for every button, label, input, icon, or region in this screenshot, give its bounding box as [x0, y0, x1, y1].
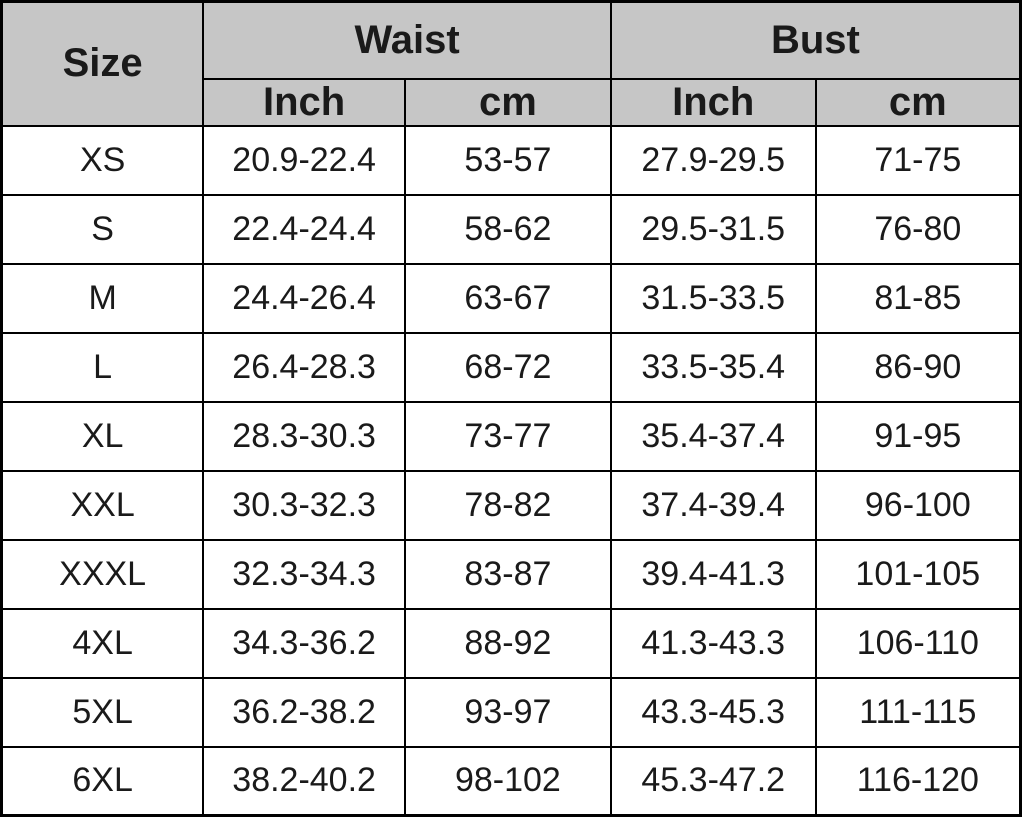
table-row-6xl: 6XL 38.2-40.2 98-102 45.3-47.2 116-120 [0, 745, 1022, 817]
size-cell: XXL [0, 469, 205, 541]
waist-cm-cell: 63-67 [404, 262, 612, 334]
size-cell: 6XL [0, 745, 205, 817]
header-sub-row: Inch cm Inch cm [2, 77, 1022, 127]
waist-inch-cell: 32.3-34.3 [202, 538, 406, 610]
size-cell: XS [0, 124, 205, 196]
waist-cm-cell: 88-92 [404, 607, 612, 679]
waist-inch-cell: 26.4-28.3 [202, 331, 406, 403]
table-row-xxl: XXL 30.3-32.3 78-82 37.4-39.4 96-100 [0, 469, 1022, 541]
bust-cm-cell: 71-75 [814, 124, 1022, 196]
bust-inch-cell: 45.3-47.2 [609, 745, 817, 817]
header-waist-inch: Inch [202, 77, 406, 127]
waist-inch-cell: 34.3-36.2 [202, 607, 406, 679]
header-waist-cm: cm [404, 77, 612, 127]
size-cell: M [0, 262, 205, 334]
header-bust-inch: Inch [609, 77, 817, 127]
bust-inch-cell: 29.5-31.5 [609, 193, 817, 265]
bust-cm-cell: 106-110 [814, 607, 1022, 679]
header-size: Size [0, 0, 205, 127]
size-cell: L [0, 331, 205, 403]
table-row-l: L 26.4-28.3 68-72 33.5-35.4 86-90 [0, 331, 1022, 403]
table-row-m: M 24.4-26.4 63-67 31.5-33.5 81-85 [0, 262, 1022, 334]
size-cell: 5XL [0, 676, 205, 748]
table-row-5xl: 5XL 36.2-38.2 93-97 43.3-45.3 111-115 [0, 676, 1022, 748]
header-group-waist: Waist [202, 0, 612, 80]
table-row-xs: XS 20.9-22.4 53-57 27.9-29.5 71-75 [0, 124, 1022, 196]
bust-inch-cell: 35.4-37.4 [609, 400, 817, 472]
header-group-row: Size Waist Bust [0, 0, 1022, 127]
table-row-xl: XL 28.3-30.3 73-77 35.4-37.4 91-95 [0, 400, 1022, 472]
waist-cm-cell: 78-82 [404, 469, 612, 541]
bust-cm-cell: 86-90 [814, 331, 1022, 403]
size-cell: XL [0, 400, 205, 472]
bust-cm-cell: 91-95 [814, 400, 1022, 472]
waist-cm-cell: 93-97 [404, 676, 612, 748]
waist-inch-cell: 38.2-40.2 [202, 745, 406, 817]
waist-inch-cell: 30.3-32.3 [202, 469, 406, 541]
bust-inch-cell: 41.3-43.3 [609, 607, 817, 679]
bust-inch-cell: 39.4-41.3 [609, 538, 817, 610]
header-group-bust: Bust [609, 0, 1022, 80]
bust-cm-cell: 116-120 [814, 745, 1022, 817]
waist-cm-cell: 73-77 [404, 400, 612, 472]
table-row-xxxl: XXXL 32.3-34.3 83-87 39.4-41.3 101-105 [0, 538, 1022, 610]
bust-cm-cell: 111-115 [814, 676, 1022, 748]
bust-cm-cell: 81-85 [814, 262, 1022, 334]
waist-inch-cell: 36.2-38.2 [202, 676, 406, 748]
waist-cm-cell: 58-62 [404, 193, 612, 265]
header-bust-cm: cm [814, 77, 1022, 127]
waist-inch-cell: 20.9-22.4 [202, 124, 406, 196]
size-cell: 4XL [0, 607, 205, 679]
waist-cm-cell: 53-57 [404, 124, 612, 196]
size-cell: XXXL [0, 538, 205, 610]
bust-inch-cell: 31.5-33.5 [609, 262, 817, 334]
table-row-s: S 22.4-24.4 58-62 29.5-31.5 76-80 [0, 193, 1022, 265]
waist-cm-cell: 83-87 [404, 538, 612, 610]
bust-inch-cell: 43.3-45.3 [609, 676, 817, 748]
size-cell: S [0, 193, 205, 265]
bust-cm-cell: 101-105 [814, 538, 1022, 610]
bust-cm-cell: 96-100 [814, 469, 1022, 541]
bust-inch-cell: 37.4-39.4 [609, 469, 817, 541]
bust-inch-cell: 33.5-35.4 [609, 331, 817, 403]
bust-inch-cell: 27.9-29.5 [609, 124, 817, 196]
waist-inch-cell: 22.4-24.4 [202, 193, 406, 265]
bust-cm-cell: 76-80 [814, 193, 1022, 265]
waist-cm-cell: 68-72 [404, 331, 612, 403]
waist-inch-cell: 24.4-26.4 [202, 262, 406, 334]
table-row-4xl: 4XL 34.3-36.2 88-92 41.3-43.3 106-110 [0, 607, 1022, 679]
waist-inch-cell: 28.3-30.3 [202, 400, 406, 472]
waist-cm-cell: 98-102 [404, 745, 612, 817]
size-chart-body: XS 20.9-22.4 53-57 27.9-29.5 71-75 S 22.… [0, 124, 1022, 817]
size-chart-header: Size Waist Bust Inch cm Inch cm [0, 0, 1022, 127]
